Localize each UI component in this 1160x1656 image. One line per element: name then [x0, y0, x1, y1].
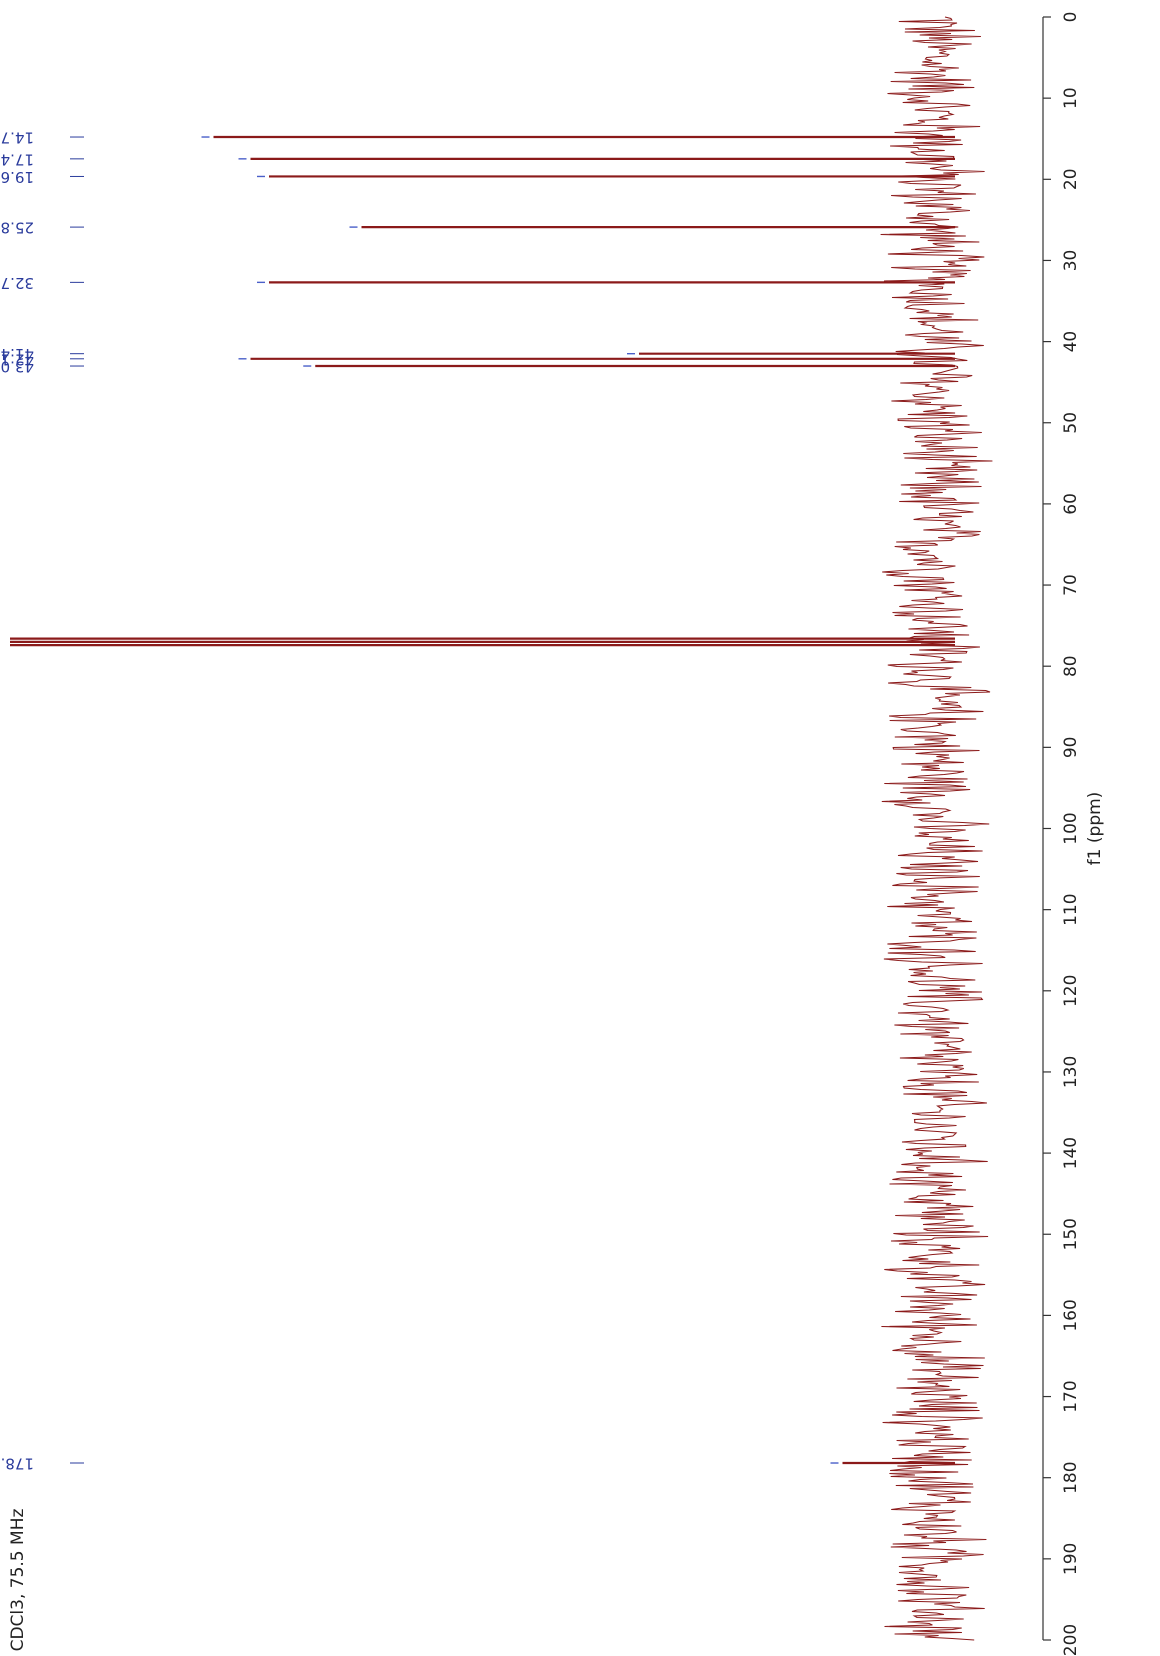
tick-label: 70 [1061, 574, 1081, 596]
chemical-shift-axis: 0 10 20 30 40 50 60 70 80 90 100 110 120 130 140 150 160… [1042, 12, 1081, 1656]
tick-label: 100 [1061, 812, 1081, 844]
tick-label: 90 [1061, 737, 1081, 759]
tick-label: 200 [1061, 1624, 1081, 1656]
peak-label-group: 25.89 [0, 219, 84, 237]
axis-title: f1 (ppm) [1085, 792, 1105, 866]
tick-label: 170 [1061, 1380, 1081, 1412]
peak-label-text: 14.79 [0, 129, 34, 147]
tick-label: 190 [1061, 1543, 1081, 1575]
tick-label: 160 [1061, 1299, 1081, 1331]
peak-label-text: 41.49 [0, 345, 34, 363]
baseline-noise [880, 16, 993, 1641]
peak-label-group: 32.70 [0, 274, 84, 292]
peak-label-text: 17.48 [0, 150, 34, 168]
peak-labels: 14.79 17.4819.65 25.89 32.70 41.4942.1243.01… [0, 129, 84, 1473]
tick-label: 20 [1061, 168, 1081, 190]
peak-label-text: 43.01 [0, 358, 34, 376]
peak-label-group: 17.48 [0, 150, 84, 168]
peak-label-group: 14.79 [0, 129, 84, 147]
tick-label: 150 [1061, 1218, 1081, 1250]
tick-label: 40 [1061, 331, 1081, 353]
tick-label: 130 [1061, 1056, 1081, 1088]
peak-label-group: 43.01 [0, 358, 84, 376]
solvent-label: CDCl3, 75.5 MHz [8, 1509, 28, 1652]
tick-label: 80 [1061, 655, 1081, 677]
tick-label: 140 [1061, 1137, 1081, 1169]
tick-label: 60 [1061, 493, 1081, 515]
tick-label: 30 [1061, 250, 1081, 272]
tick-label: 0 [1061, 12, 1081, 23]
peak-label-group: 19.65 [0, 168, 84, 186]
peak-label-text: 19.65 [0, 168, 34, 186]
peak-label-group: 178.19 [0, 1455, 84, 1473]
noise-trace [880, 16, 993, 1641]
tick-label: 50 [1061, 412, 1081, 434]
spectrum-peaks [10, 135, 955, 1465]
peak-label-text: 42.12 [0, 350, 34, 368]
peak-label-text: 178.19 [0, 1455, 34, 1473]
peak-label-group: 41.49 [0, 345, 84, 363]
peak-label-text: 32.70 [0, 274, 34, 292]
tick-label: 110 [1061, 893, 1081, 925]
tick-label: 180 [1061, 1461, 1081, 1493]
tick-label: 120 [1061, 975, 1081, 1007]
peak-label-group: 42.12 [0, 350, 84, 368]
tick-label: 10 [1061, 87, 1081, 109]
peak-label-text: 25.89 [0, 219, 34, 237]
